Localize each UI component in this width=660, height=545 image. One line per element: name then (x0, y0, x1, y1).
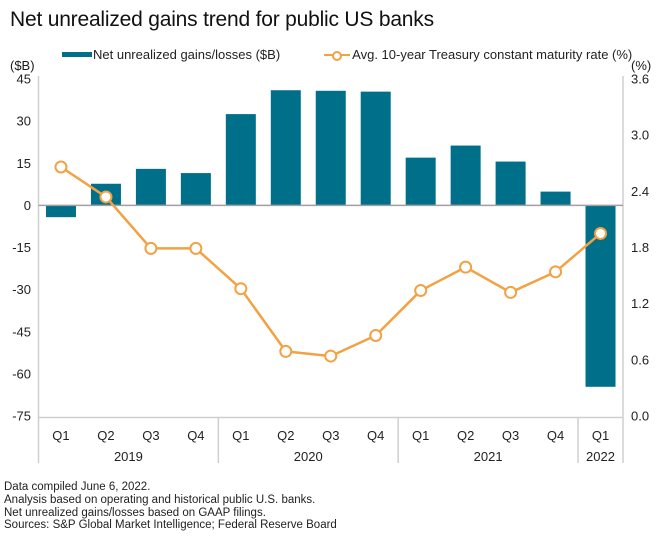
x-tick-label: Q4 (187, 428, 204, 443)
bar (180, 173, 211, 206)
right-tick-label: 0.6 (631, 352, 649, 367)
legend-item-bars: Net unrealized gains/losses ($B) (62, 47, 280, 62)
x-tick-label: Q2 (457, 428, 474, 443)
bar (315, 90, 346, 206)
line-point (234, 282, 248, 296)
bar (540, 191, 571, 206)
bar (360, 91, 391, 206)
year-label: 2022 (586, 449, 615, 464)
bar (45, 205, 76, 218)
bar (405, 157, 436, 206)
line-point (414, 284, 428, 298)
x-tick-label: Q3 (502, 428, 519, 443)
chart-title: Net unrealized gains trend for public US… (10, 8, 434, 31)
left-tick-label: -75 (12, 409, 31, 424)
right-tick-label: 0.0 (631, 409, 649, 424)
left-tick-label: 15 (17, 156, 31, 171)
footer-line: Data compiled June 6, 2022. (4, 481, 151, 493)
line-point (54, 160, 68, 174)
footer-notes: Data compiled June 6, 2022. Analysis bas… (4, 481, 337, 532)
line-point (594, 226, 608, 240)
bar (495, 161, 526, 206)
line-point (459, 260, 473, 274)
x-tick-label: Q3 (322, 428, 339, 443)
x-tick-label: Q3 (142, 428, 159, 443)
x-tick-label: Q1 (52, 428, 69, 443)
line-point (144, 241, 158, 255)
line-point (324, 349, 338, 363)
right-tick-label: 2.4 (631, 184, 649, 199)
x-tick-label: Q2 (277, 428, 294, 443)
line-point (189, 241, 203, 255)
legend-item-line: Avg. 10-year Treasury constant maturity … (324, 47, 632, 62)
x-tick-label: Q1 (412, 428, 429, 443)
left-tick-label: -60 (12, 366, 31, 381)
right-axis-unit: (%) (631, 58, 652, 73)
left-tick-label: 0 (24, 198, 31, 213)
x-tick-label: Q1 (592, 428, 609, 443)
left-tick-label: -30 (12, 282, 31, 297)
footer-line: Sources: S&P Global Market Intelligence;… (4, 519, 337, 532)
right-tick-label: 3.0 (631, 128, 649, 143)
right-tick-label: 1.2 (631, 296, 649, 311)
legend: Net unrealized gains/losses ($B) Avg. 10… (62, 47, 632, 62)
x-tick-label: Q1 (232, 428, 249, 443)
footer-line: Net unrealized gains/losses based on GAA… (4, 506, 266, 519)
x-tick-label: Q2 (97, 428, 114, 443)
legend-label-line: Avg. 10-year Treasury constant maturity … (352, 47, 633, 62)
left-tick-label: -15 (12, 240, 31, 255)
right-tick-label: 1.8 (631, 240, 649, 255)
legend-label-bars: Net unrealized gains/losses ($B) (93, 47, 281, 62)
legend-line-marker-icon (324, 50, 351, 61)
year-label: 2021 (474, 449, 503, 464)
line-point (99, 190, 113, 204)
left-axis-unit: ($B) (10, 58, 35, 73)
legend-bar-swatch (62, 52, 92, 57)
left-tick-label: 30 (17, 114, 31, 129)
line-point (504, 285, 518, 299)
line-point (279, 344, 293, 358)
year-label: 2019 (114, 449, 143, 464)
right-tick-label: 3.6 (631, 72, 649, 87)
line-point (549, 265, 563, 279)
bar (270, 90, 301, 206)
year-label: 2020 (294, 449, 323, 464)
bar (450, 145, 481, 206)
line-point (369, 328, 383, 342)
x-tick-label: Q4 (547, 428, 564, 443)
bar (225, 114, 256, 206)
bar (135, 168, 166, 206)
left-tick-label: -45 (12, 324, 31, 339)
footer-line: Analysis based on operating and historic… (4, 493, 316, 506)
x-tick-label: Q4 (367, 428, 384, 443)
left-tick-label: 45 (17, 72, 31, 87)
